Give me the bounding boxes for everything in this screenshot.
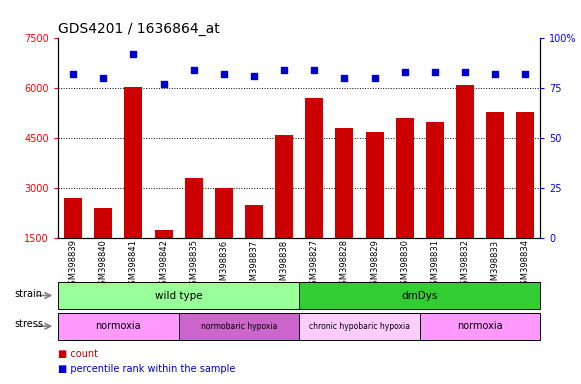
Bar (305, 98, 323, 288)
Text: strain: strain (15, 289, 42, 299)
Bar (396, 118, 414, 288)
Bar (456, 85, 474, 288)
Bar (335, 128, 353, 288)
Bar (365, 132, 383, 288)
Bar (245, 205, 263, 288)
Bar (215, 188, 233, 288)
Point (340, 75, 349, 81)
Point (129, 51, 138, 58)
Bar (94, 208, 112, 288)
Point (189, 67, 198, 73)
Bar (155, 230, 173, 288)
Bar (124, 87, 142, 288)
Point (279, 67, 289, 73)
Text: wild type: wild type (155, 291, 202, 301)
Point (400, 69, 410, 75)
Text: ■ percentile rank within the sample: ■ percentile rank within the sample (58, 364, 235, 374)
Bar (64, 198, 83, 288)
Point (310, 67, 319, 73)
Point (521, 71, 530, 78)
Point (370, 75, 379, 81)
Point (249, 73, 259, 79)
Text: stress: stress (15, 319, 44, 329)
Text: chronic hypobaric hypoxia: chronic hypobaric hypoxia (309, 322, 410, 331)
Text: dmDys: dmDys (401, 291, 438, 301)
Point (69, 71, 78, 78)
Text: normoxia: normoxia (95, 321, 141, 331)
Point (99, 75, 108, 81)
Text: ■ count: ■ count (58, 349, 98, 359)
Point (460, 69, 469, 75)
Point (219, 71, 228, 78)
Point (490, 71, 500, 78)
Text: GDS4201 / 1636864_at: GDS4201 / 1636864_at (58, 22, 220, 36)
Bar (516, 112, 535, 288)
Point (430, 69, 439, 75)
Bar (426, 122, 444, 288)
Text: normobaric hypoxia: normobaric hypoxia (201, 322, 277, 331)
Bar (185, 178, 203, 288)
Text: normoxia: normoxia (457, 321, 503, 331)
Bar (275, 135, 293, 288)
Bar (486, 112, 504, 288)
Point (159, 81, 168, 88)
